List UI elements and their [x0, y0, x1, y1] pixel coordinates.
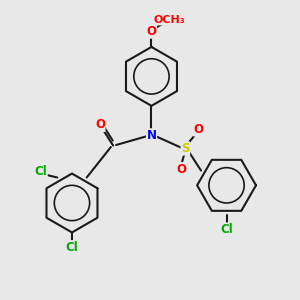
Text: Cl: Cl — [220, 223, 233, 236]
Text: Cl: Cl — [34, 165, 47, 178]
Text: O: O — [194, 123, 204, 136]
Text: O: O — [95, 118, 105, 131]
Text: O: O — [146, 25, 157, 38]
Text: OCH₃: OCH₃ — [153, 15, 185, 25]
Text: O: O — [176, 163, 186, 176]
Text: S: S — [181, 142, 190, 155]
Text: N: N — [146, 129, 157, 142]
Text: Cl: Cl — [66, 241, 78, 254]
